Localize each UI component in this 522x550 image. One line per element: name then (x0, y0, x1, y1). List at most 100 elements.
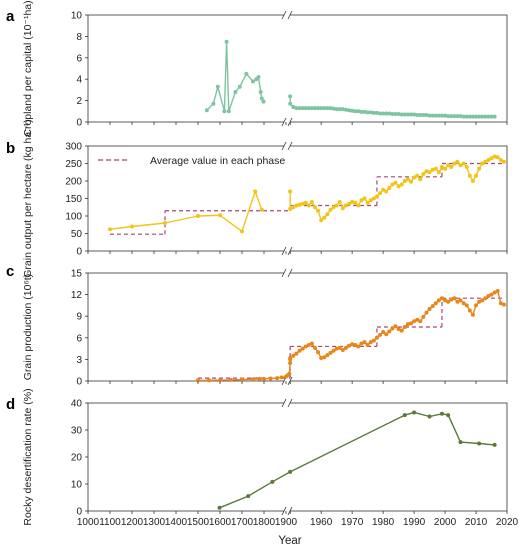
data-point (316, 106, 321, 111)
data-point (347, 201, 352, 206)
data-point (215, 84, 220, 89)
data-point (427, 307, 432, 311)
data-point (325, 353, 330, 358)
data-point (486, 294, 491, 299)
data-point (439, 113, 444, 118)
data-point (322, 106, 327, 111)
y-tick-label: 10 (71, 480, 83, 491)
data-point (196, 214, 200, 218)
data-point (291, 353, 296, 358)
plot-frame (87, 402, 508, 512)
y-tick-label: 10 (71, 11, 83, 22)
data-point (319, 106, 324, 111)
data-point (312, 205, 317, 210)
x-tick-label: 1970 (341, 517, 364, 528)
data-point (328, 106, 333, 111)
data-point (347, 108, 352, 113)
axis-break-mark (281, 268, 287, 278)
data-point (396, 111, 401, 116)
data-point (412, 112, 417, 117)
data-point (480, 298, 485, 303)
data-point (461, 301, 466, 306)
data-point (418, 177, 423, 182)
y-tick-label: 150 (65, 194, 82, 205)
axis-break-mark (281, 398, 287, 408)
data-point (467, 114, 472, 119)
data-point (291, 105, 296, 110)
data-point (486, 158, 491, 162)
data-point (371, 110, 376, 115)
data-point (501, 159, 506, 164)
data-point (353, 109, 358, 114)
x-tick-label: 1000 (77, 517, 100, 528)
data-point (322, 215, 327, 220)
data-point (384, 189, 389, 194)
data-point (303, 344, 308, 349)
data-point (483, 296, 488, 301)
data-point (412, 410, 417, 415)
data-point (211, 101, 216, 106)
data-point (343, 107, 348, 112)
axis-break-gap (284, 376, 290, 386)
data-point (237, 84, 242, 89)
data-point (233, 90, 238, 95)
data-point (415, 113, 420, 118)
data-point (374, 110, 379, 115)
panel-letter-d: d (6, 396, 15, 413)
y-tick-label: 200 (65, 177, 82, 188)
data-point (240, 377, 244, 382)
data-point (365, 200, 370, 205)
data-point (288, 355, 293, 360)
x-tick-label: 2020 (496, 517, 519, 528)
x-tick-label: 1900 (275, 517, 298, 528)
data-point (412, 175, 417, 180)
y-tick-label: 30 (71, 426, 83, 437)
x-tick-label: 1800 (253, 517, 276, 528)
data-point (297, 106, 302, 111)
data-point (449, 165, 454, 169)
data-point (489, 156, 494, 161)
data-point (319, 218, 324, 223)
data-point (328, 350, 333, 355)
data-point (452, 296, 457, 301)
data-point (402, 325, 407, 329)
data-point (396, 184, 401, 189)
data-point (306, 343, 311, 347)
data-point (387, 186, 392, 190)
data-point (501, 302, 506, 307)
data-point (325, 106, 330, 111)
x-tick-label: 1960 (310, 517, 333, 528)
data-point (489, 114, 494, 119)
data-point (196, 378, 200, 383)
data-point (253, 189, 258, 194)
panel-letter-b: b (6, 140, 15, 157)
axis-break-gap (284, 141, 290, 151)
data-point (362, 340, 367, 345)
x-tick-label: 1990 (403, 517, 426, 528)
data-point (294, 106, 299, 111)
data-point (399, 182, 404, 187)
data-point (421, 314, 426, 319)
data-point (399, 112, 404, 117)
data-point (337, 107, 342, 112)
axis-break-gap (284, 10, 290, 20)
x-tick-label: 1100 (99, 517, 121, 528)
data-point (300, 201, 305, 206)
legend-label: Average value in each phase (150, 155, 285, 167)
data-point (461, 114, 466, 119)
data-point (288, 94, 293, 99)
data-series-line (219, 411, 495, 509)
data-series-line (109, 190, 263, 233)
y-tick-label: 8 (76, 32, 82, 43)
data-point (371, 196, 376, 201)
data-point (492, 442, 497, 447)
data-point (384, 332, 389, 337)
data-point (495, 289, 500, 293)
panel-letter-c: c (6, 263, 14, 280)
data-point (436, 113, 441, 118)
data-point (393, 111, 398, 116)
data-point (371, 338, 376, 343)
data-point (334, 203, 339, 208)
data-point (306, 106, 311, 111)
